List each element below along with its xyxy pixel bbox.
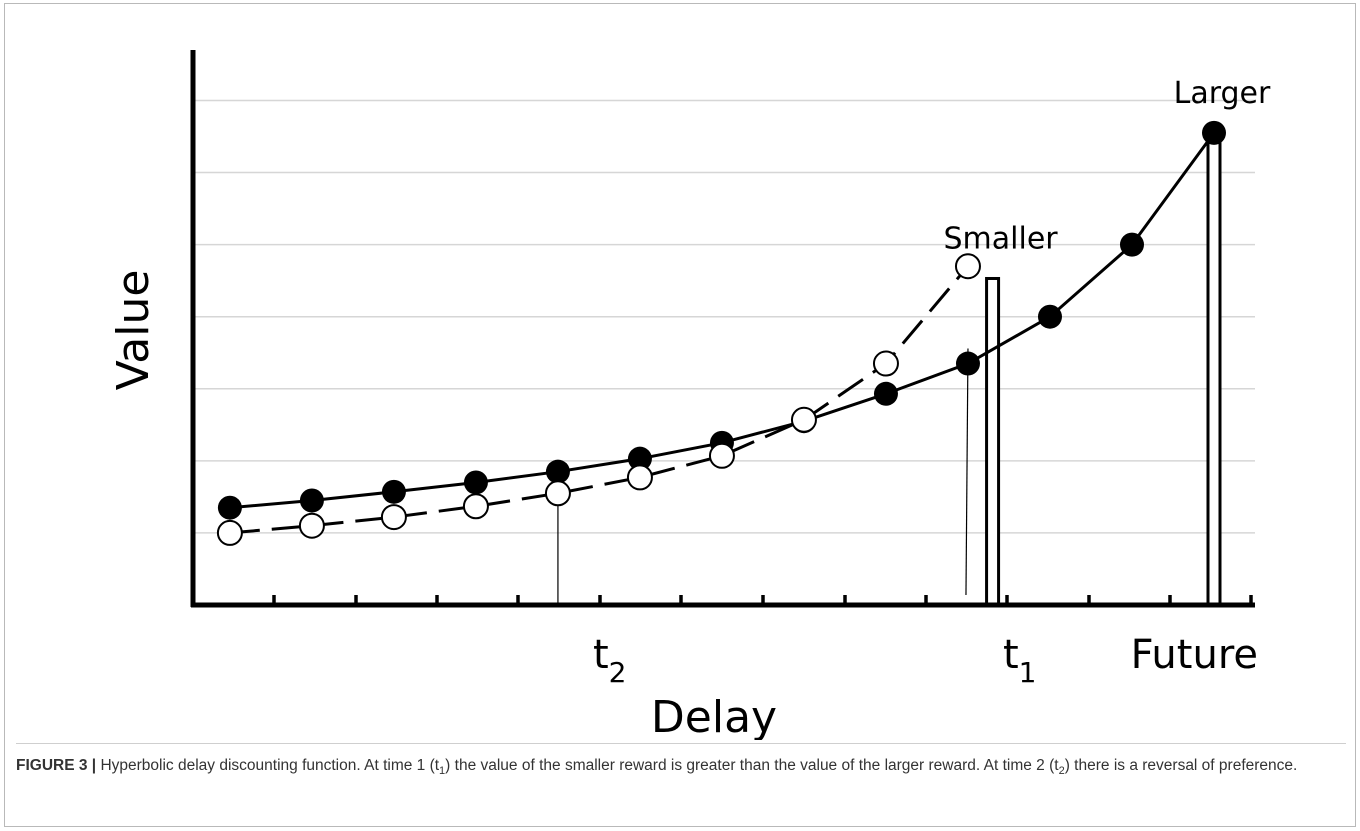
reward-bar [985,276,1001,607]
filled-point [1119,232,1144,257]
series-lines [229,132,1216,535]
filled-point [873,381,898,406]
series-points [216,120,1226,546]
x-tick-label: Future [1131,632,1258,678]
open-point [298,512,325,539]
caption-label: FIGURE 3 | [16,757,97,774]
filled-point [1201,120,1226,145]
caption-text: Hyperbolic delay discounting function. A… [100,757,440,774]
y-axis-label: Value [108,270,159,391]
reward-bar [1206,131,1222,607]
open-point [708,442,735,469]
open-point [872,350,899,377]
reward-bar-labels: Smaller Larger [944,76,1272,257]
grid-lines [193,99,1255,534]
t1-marker-line [965,348,969,596]
figure-frame [4,3,1356,827]
figure-caption: FIGURE 3 | Hyperbolic delay discounting … [16,743,1346,783]
x-tick-label: t2 [593,632,627,689]
open-point [954,253,981,280]
x-axis-label: Delay [651,692,777,740]
filled-point [955,351,980,376]
open-point [626,464,653,491]
dashed-series-line [229,265,970,535]
reward-bar-label: Smaller [944,221,1059,256]
filled-point [627,446,652,471]
open-point [380,504,407,531]
open-point [462,493,489,520]
caption-sub-2: 2 [1058,765,1065,778]
reward-bars [985,131,1222,607]
caption-text-3: ) there is a reversal of preference. [1064,757,1298,774]
filled-point [1037,304,1062,329]
filled-point [463,470,488,495]
caption-sub-1: 1 [439,765,446,778]
x-tick-label: t1 [1003,632,1037,689]
open-point [544,480,571,507]
hyperbolic-discount-chart: Value Delay t2 t1 Future Smaller Larger [108,50,1272,740]
filled-point [299,488,324,513]
open-point [216,519,243,546]
axes [190,50,1255,608]
open-point [790,406,817,433]
filled-point [545,459,570,484]
axis-labels: Value Delay [108,270,777,740]
reward-bar-label: Larger [1174,76,1271,111]
filled-point [217,495,242,520]
caption-text-2: ) the value of the smaller reward is gre… [445,757,1059,774]
x-tick-labels: t2 t1 Future [593,632,1258,689]
filled-point [381,479,406,504]
connector-lines [557,348,969,605]
